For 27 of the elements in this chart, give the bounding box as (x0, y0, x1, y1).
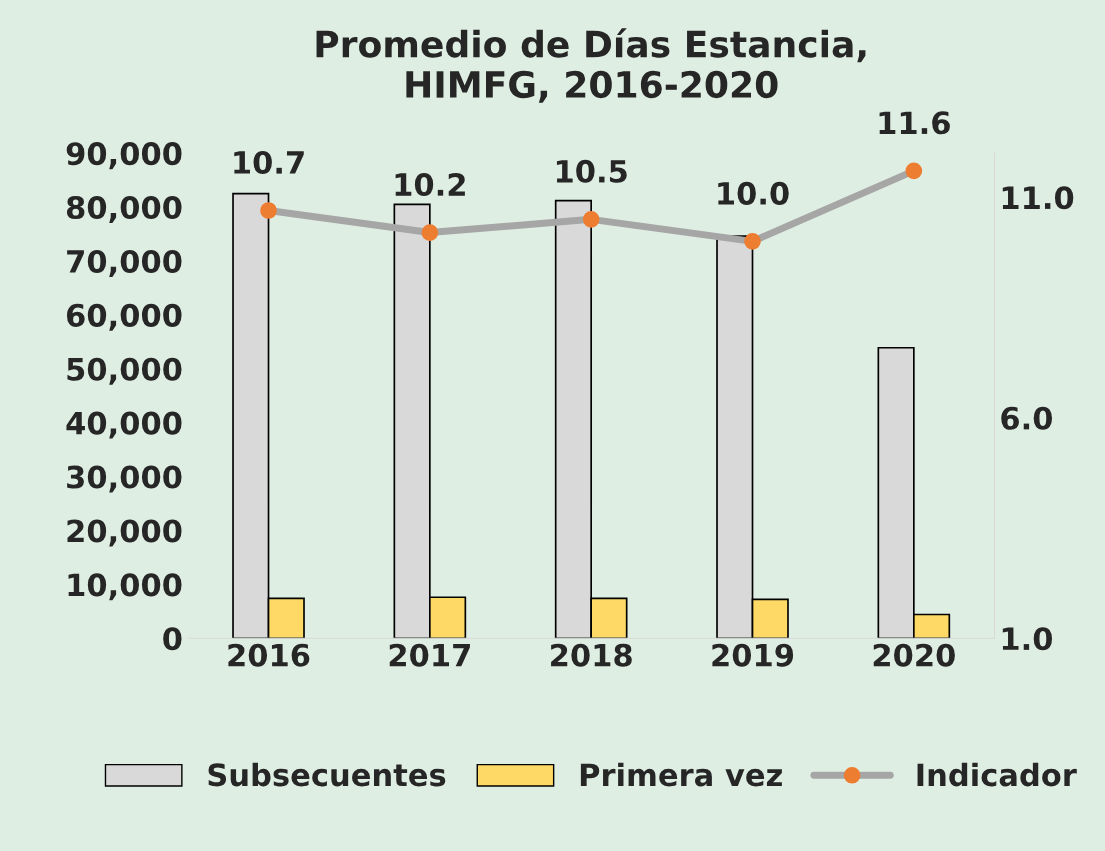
y2-tick-label: 1.0 (1002, 627, 1053, 651)
y-tick-label: 10,000 (68, 573, 182, 601)
y-tick-label: 70,000 (67, 249, 182, 277)
y-tick-label: 50,000 (67, 357, 182, 385)
y-tick-label: 80,000 (66, 196, 182, 224)
x-tick-label: 2016 (228, 643, 310, 667)
y2-tick-label: 6.0 (1001, 406, 1053, 430)
data-label: 10.7 (234, 150, 304, 175)
legend-label: Subsecuentes (208, 762, 446, 787)
data-label: 10.2 (395, 172, 465, 197)
y2-tick-label: 11.0 (1002, 186, 1074, 210)
y-tick-label: 20,000 (67, 519, 182, 547)
legend-label: Indicador (917, 762, 1077, 787)
x-tick-label: 2019 (712, 643, 794, 667)
y-tick-label: 0 (163, 627, 182, 651)
y-tick-label: 60,000 (66, 303, 182, 331)
y-tick-label: 30,000 (67, 465, 182, 493)
y-tick-label: 90,000 (66, 142, 182, 170)
x-tick-label: 2020 (873, 643, 955, 667)
data-label: 10.0 (718, 181, 789, 205)
y-tick-label: 40,000 (66, 411, 182, 439)
x-tick-label: 2017 (389, 643, 470, 667)
legend-label: Primera vez (580, 762, 782, 787)
chart-title: Promedio de Días Estancia, HIMFG, 2016-2020 (316, 28, 866, 103)
data-label: 11.6 (879, 111, 950, 135)
data-label: 10.5 (556, 159, 627, 183)
x-tick-label: 2018 (551, 643, 632, 667)
